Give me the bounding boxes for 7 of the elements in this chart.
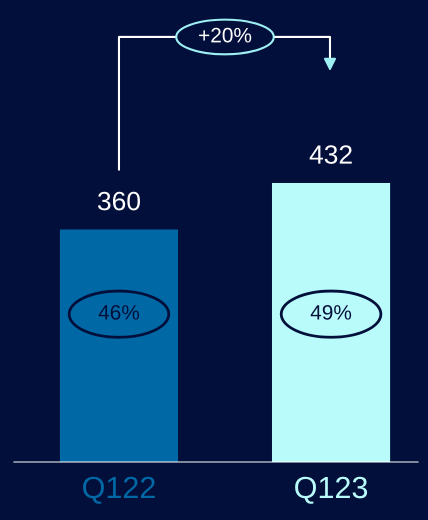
data-label: 432 (310, 145, 352, 164)
x-tick-label: Q123 (295, 476, 368, 504)
x-tick-label: Q122 (83, 476, 155, 504)
text: +20% (199, 28, 252, 43)
annotation: 49% (310, 305, 352, 320)
annotation: 46% (98, 305, 140, 320)
data-label: 360 (98, 192, 140, 210)
